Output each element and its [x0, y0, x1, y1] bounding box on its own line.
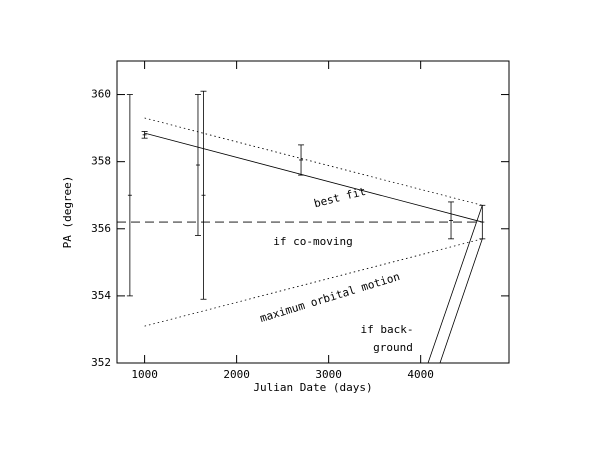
error-bar — [479, 204, 486, 240]
plot-frame — [116, 60, 510, 364]
error-bar — [298, 144, 305, 176]
error-bar — [194, 94, 201, 236]
y-tick-label: 360 — [91, 88, 111, 101]
x-tick-label: 4000 — [407, 368, 434, 381]
error-bar — [200, 90, 207, 300]
y-axis-label: PA (degree) — [61, 176, 74, 249]
x-tick-label: 1000 — [131, 368, 158, 381]
x-tick-label: 3000 — [315, 368, 342, 381]
error-bar — [141, 131, 148, 139]
annotation: if co-moving — [273, 235, 352, 248]
error-bar — [448, 201, 455, 240]
y-tick-label: 356 — [91, 222, 111, 235]
error-bar — [126, 94, 133, 297]
model-line — [427, 205, 483, 364]
y-tick-label: 358 — [91, 155, 111, 168]
x-axis-label: Julian Date (days) — [253, 381, 372, 394]
model-line — [144, 132, 483, 223]
annotation: maximum orbital motion — [258, 270, 401, 325]
annotation: ground — [373, 341, 413, 354]
annotation: if back- — [361, 323, 414, 336]
model-line — [439, 238, 483, 364]
model-line — [144, 117, 483, 206]
model-line — [144, 238, 483, 327]
y-tick-label: 352 — [91, 356, 111, 369]
y-tick-label: 354 — [91, 289, 111, 302]
x-tick-label: 2000 — [223, 368, 250, 381]
annotation: best fit — [313, 185, 368, 210]
